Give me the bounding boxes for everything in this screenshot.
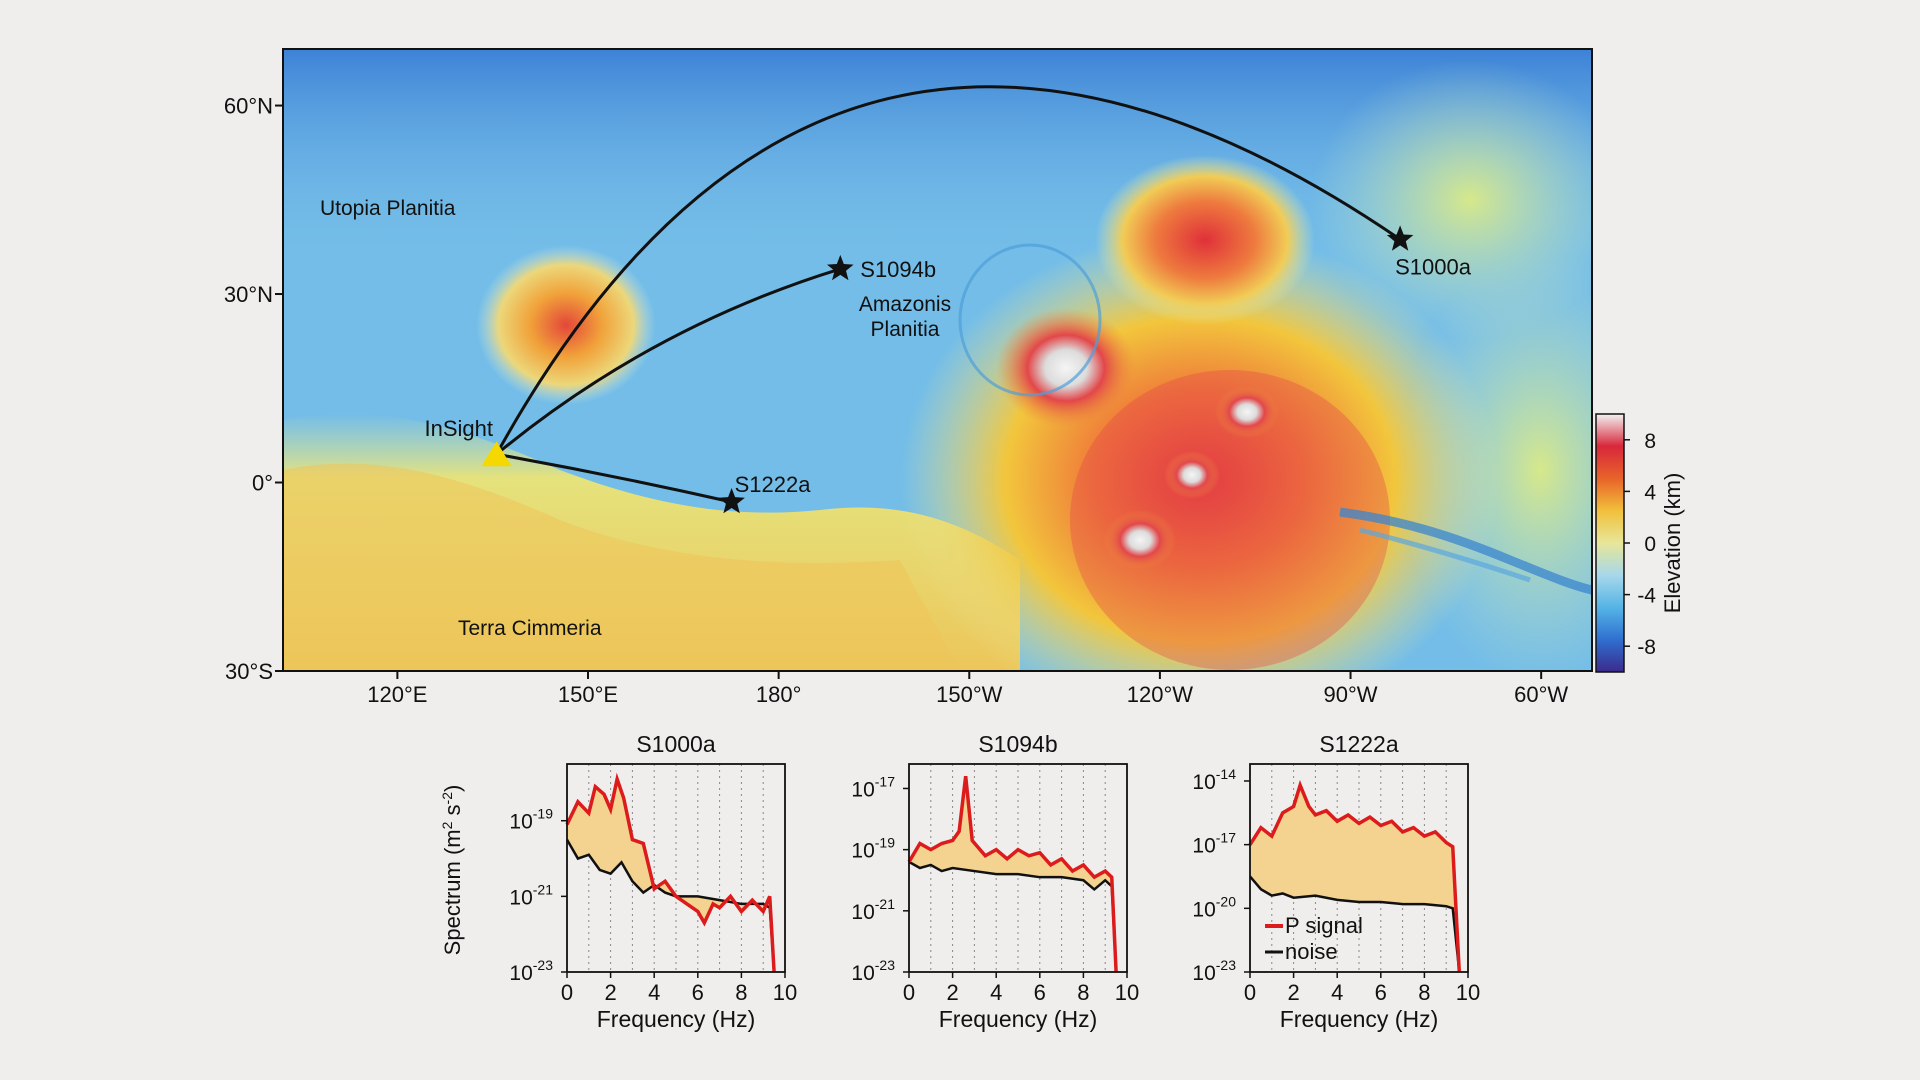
lon-tick-label: 150°W [936,682,1003,707]
x-tick-label: 4 [648,980,660,1005]
lat-tick-label: 30°S [225,659,273,684]
x-tick-label: 0 [1244,980,1256,1005]
lat-tick-label: 60°N [224,94,273,119]
y-tick-label: 10-17 [851,773,895,801]
noise-series-line [1249,875,1461,973]
lon-tick-label: 60°W [1514,682,1568,707]
panel-title: S1094b [978,731,1057,757]
colorbar-tick-label: 0 [1644,533,1656,556]
spectrum-panel-s1000a: S1000a 0 2 4 6 8 10 Frequency (Hz) 10-19 10-21 10-… [509,731,797,1032]
x-tick-label: 8 [735,980,747,1005]
signal-series-line [565,772,776,973]
colorbar-tick-label: 8 [1644,430,1656,453]
x-tick-label: 8 [1077,980,1089,1005]
ray-path-s1000a [495,85,1401,455]
colorbar-ticks: 8 4 0 -4 -8 [1624,430,1656,659]
x-tick-label: 10 [773,980,797,1005]
region-label-utopia-planitia: Utopia Planitia [320,197,456,220]
colorbar-tick-label: -4 [1637,585,1656,608]
colorbar-tick-label: 4 [1644,481,1656,504]
region-label-planitia: Planitia [871,318,940,341]
lon-tick-label: 150°E [558,682,618,707]
x-tick-label: 10 [1456,980,1480,1005]
y-tick-label: 10-20 [1192,893,1236,921]
elevation-map: 60°N 30°N 0° 30°S 120°E 150°E 180° 150°W 120°W 9… [224,48,1593,707]
y-tick-label: 10-17 [1192,830,1236,858]
y-tick-label: 10-23 [509,957,553,985]
event-markers: S1000a S1094b S1222a [718,225,1472,514]
region-label-terra-cimmeria: Terra Cimmeria [458,617,602,640]
elevation-colorbar: 8 4 0 -4 -8 Elevation (km) [1595,413,1685,673]
lander-label: InSight [425,416,494,441]
map-terrain [283,49,1592,671]
panel-title: S1000a [636,731,716,757]
y-tick-label: 10-14 [1192,766,1236,794]
spectrum-panel-s1094b: S1094b 0 2 4 6 8 10 Frequency (Hz) 10-17 10-19 10-… [851,731,1139,1032]
lander-triangle-icon [481,441,512,467]
lon-tick-label: 180° [756,682,802,707]
y-tick-label: 10-19 [851,835,895,863]
longitude-axis: 120°E 150°E 180° 150°W 120°W 90°W 60°W [367,671,1568,707]
y-tick-label: 10-21 [509,881,553,909]
x-tick-label: 8 [1418,980,1430,1005]
y-tick-label: 10-21 [851,896,895,924]
lon-tick-label: 90°W [1324,682,1378,707]
panel-title: S1222a [1319,731,1399,757]
lat-tick-label: 30°N [224,282,273,307]
map-frame [282,48,1593,672]
x-tick-label: 10 [1115,980,1139,1005]
signal-series-line [1248,780,1462,973]
x-tick-label: 2 [1287,980,1299,1005]
colorbar-gradient [1595,413,1625,673]
event-label: S1222a [735,472,812,497]
event-star-icon [827,254,854,281]
ray-path-s1222a [496,452,732,504]
event-label: S1094b [860,257,936,282]
spectra-panels: S1000a 0 2 4 6 8 10 Frequency (Hz) 10-19 10-21 10-… [509,731,1480,1032]
panel-frame [908,763,1128,973]
event-star-icon [1386,225,1414,251]
x-axis-label: Frequency (Hz) [597,1006,755,1032]
x-tick-label: 6 [1375,980,1387,1005]
y-tick-label: 10-23 [851,957,895,985]
y-tick-label: 10-23 [1192,957,1236,985]
region-label-amazonis: Amazonis [859,293,951,316]
ray-paths [495,85,1401,504]
x-axis-label: Frequency (Hz) [939,1006,1097,1032]
signal-noise-fill [567,779,775,972]
legend-signal-label: P signal [1285,913,1363,938]
event-label: S1000a [1395,254,1472,279]
x-tick-label: 4 [990,980,1002,1005]
y-tick-label: 10-19 [509,806,553,834]
x-tick-label: 6 [692,980,704,1005]
x-axis-label: Frequency (Hz) [1280,1006,1438,1032]
spectra-y-axis-label: Spectrum (m2 s-2) [439,785,465,956]
lat-tick-label: 0° [252,471,273,496]
x-tick-label: 0 [903,980,915,1005]
panel-frame [1249,763,1469,973]
lander-marker: InSight [425,416,512,467]
x-tick-label: 2 [946,980,958,1005]
lon-tick-label: 120°E [367,682,427,707]
legend-noise-label: noise [1285,939,1338,964]
spectrum-panel-s1222a: S1222a 0 2 4 6 8 10 Frequency (Hz) 10-14 10-17 10-… [1192,731,1480,1032]
colorbar-tick-label: -8 [1637,636,1656,659]
latitude-axis: 60°N 30°N 0° 30°S [224,94,283,684]
colorbar-label: Elevation (km) [1660,473,1685,614]
x-tick-label: 0 [561,980,573,1005]
panel-frame [566,763,786,973]
noise-series-line [908,860,1118,973]
x-tick-label: 2 [604,980,616,1005]
lon-tick-label: 120°W [1127,682,1194,707]
signal-series-line [907,776,1118,973]
x-tick-label: 4 [1331,980,1343,1005]
ray-path-s1094b [495,267,841,456]
event-star-icon [718,488,745,514]
x-tick-label: 6 [1034,980,1046,1005]
